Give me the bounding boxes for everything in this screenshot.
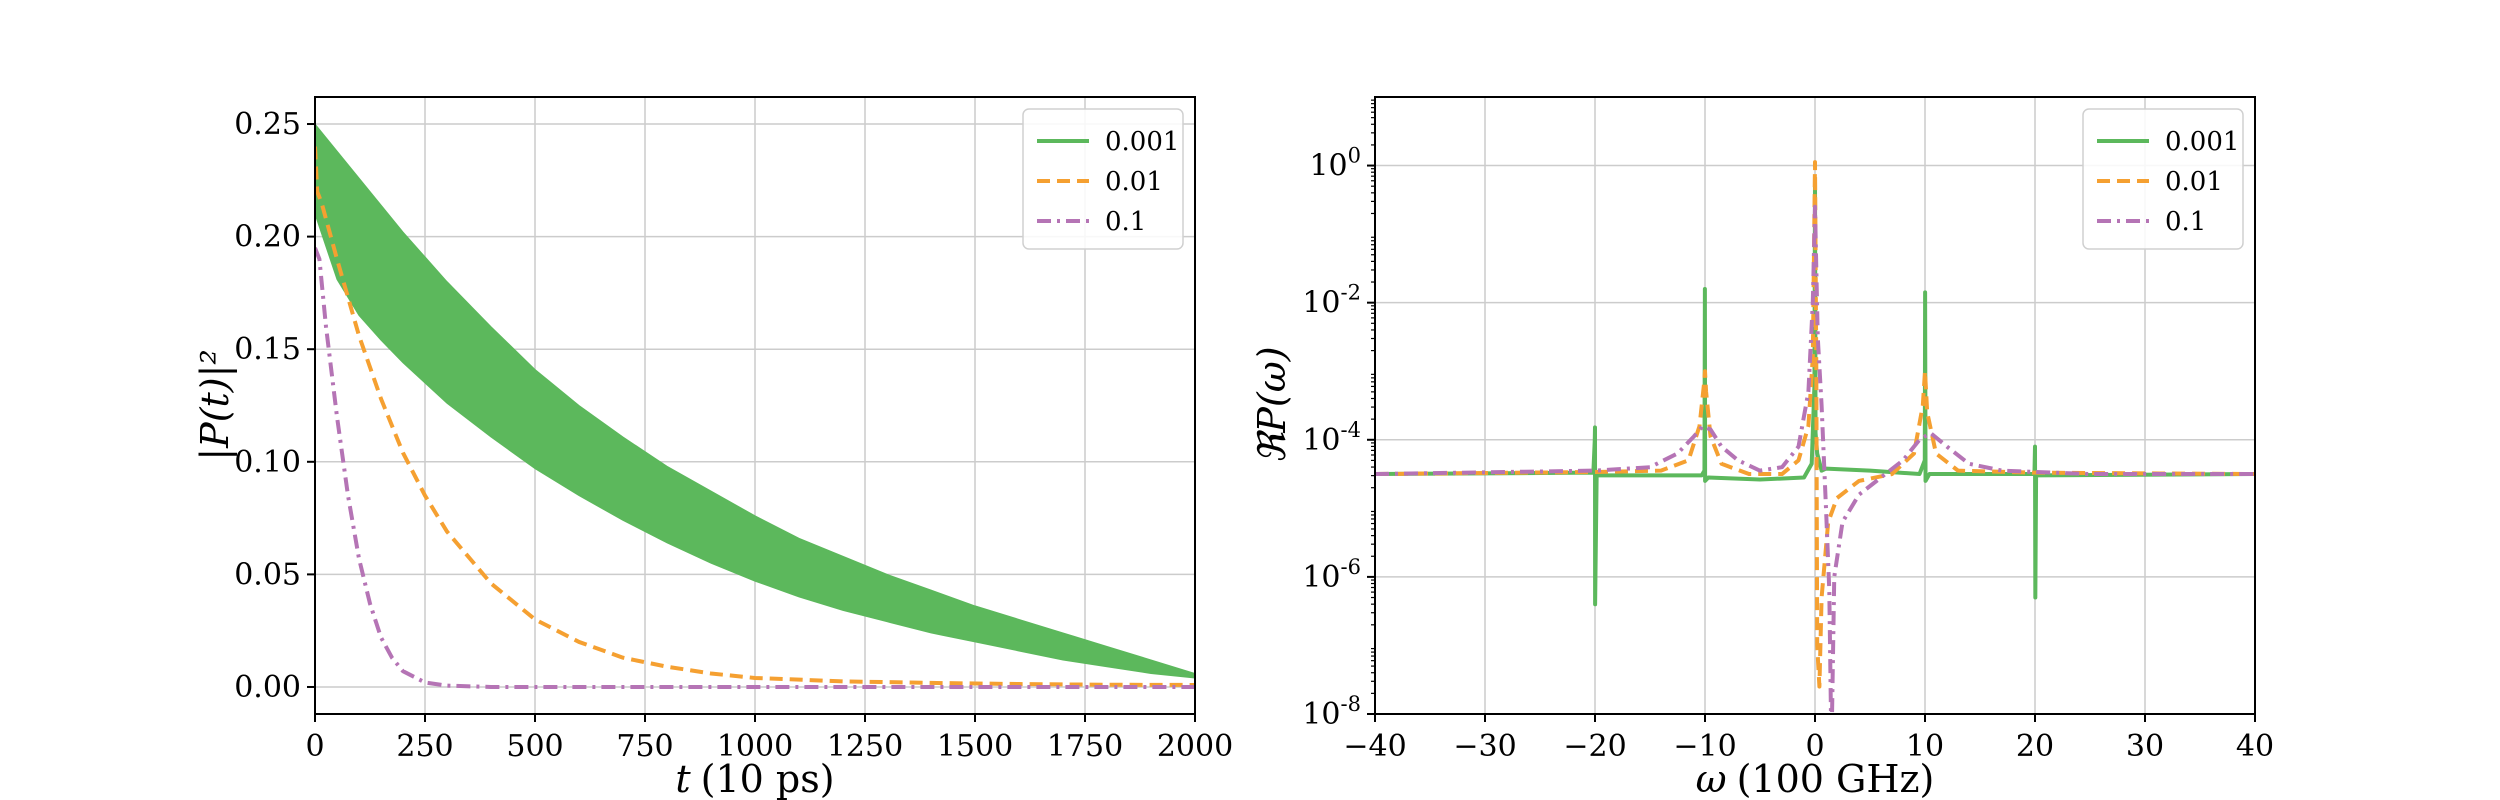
right-x-tick-label: 20 <box>2016 729 2054 764</box>
left-x-tick-label: 1500 <box>937 729 1013 764</box>
right-y-tick-label: 10-8 <box>1302 692 1361 732</box>
right-x-tick-label: 30 <box>2126 729 2164 764</box>
right-legend-box <box>2082 108 2244 250</box>
left-x-tick-label: 2000 <box>1157 729 1233 764</box>
right-series-0.1-line <box>1375 204 2255 714</box>
left-legend-label: 0.01 <box>1105 167 1163 197</box>
right-x-tick-label: 10 <box>1906 729 1944 764</box>
right-x-tick-label: −40 <box>1343 729 1406 764</box>
right-x-axis-label: ω (100 GHz) <box>1696 757 1935 800</box>
left-x-axis-label: t (10 ps) <box>675 757 834 800</box>
left-x-tick-label: 750 <box>616 729 673 764</box>
right-y-axis-label: ℜP(ω) <box>1250 346 1294 463</box>
left-y-tick-label: 0.00 <box>234 670 301 705</box>
left-legend-label: 0.001 <box>1105 127 1179 157</box>
left-plot-ticks: 0 250 500 750 1000 1250 1500 1750 2000 0.00 0.05 0.… <box>234 107 1233 764</box>
left-y-axis-label: |P(t)|² <box>193 349 237 460</box>
right-legend-label: 0.01 <box>2165 167 2223 197</box>
left-plot-legend: 0.001 0.01 0.1 <box>1022 108 1184 250</box>
left-series-0.01-line <box>315 146 1195 687</box>
left-x-tick-label: 1000 <box>717 729 793 764</box>
right-plot-panel: −40 −30 −20 −10 0 10 20 30 40 100 10-2 10-4 10-6 10-8… <box>1250 96 2274 800</box>
right-x-tick-label: −30 <box>1453 729 1516 764</box>
left-x-tick-label: 1250 <box>827 729 903 764</box>
left-y-tick-label: 0.20 <box>234 220 301 255</box>
right-x-tick-label: −10 <box>1673 729 1736 764</box>
left-x-tick-label: 1750 <box>1047 729 1123 764</box>
right-x-tick-label: 0 <box>1805 729 1824 764</box>
left-x-tick-label: 0 <box>305 729 324 764</box>
left-y-tick-label: 0.25 <box>234 107 301 142</box>
left-y-tick-label: 0.15 <box>234 332 301 367</box>
right-legend-label: 0.001 <box>2165 127 2239 157</box>
left-plot-series <box>315 123 1195 689</box>
right-plot-series <box>1375 160 2255 714</box>
left-y-tick-label: 0.05 <box>234 557 301 592</box>
right-x-tick-label: 40 <box>2236 729 2274 764</box>
left-series-0.1-line <box>315 247 1195 689</box>
right-legend-label: 0.1 <box>2165 207 2206 237</box>
left-x-tick-label: 500 <box>506 729 563 764</box>
right-y-tick-label: 100 <box>1309 144 1361 184</box>
left-y-tick-label: 0.10 <box>234 445 301 480</box>
right-y-tick-label: 10-4 <box>1302 418 1361 458</box>
left-series-0.001-band <box>315 123 1195 679</box>
left-plot-panel: 0 250 500 750 1000 1250 1500 1750 2000 0.00 0.05 0.… <box>193 96 1233 800</box>
right-y-tick-label: 10-6 <box>1302 555 1361 595</box>
right-x-tick-label: −20 <box>1563 729 1626 764</box>
left-legend-box <box>1022 108 1184 250</box>
right-plot-legend: 0.001 0.01 0.1 <box>2082 108 2244 250</box>
right-y-tick-label: 10-2 <box>1302 281 1361 321</box>
left-x-tick-label: 250 <box>396 729 453 764</box>
left-legend-label: 0.1 <box>1105 207 1146 237</box>
